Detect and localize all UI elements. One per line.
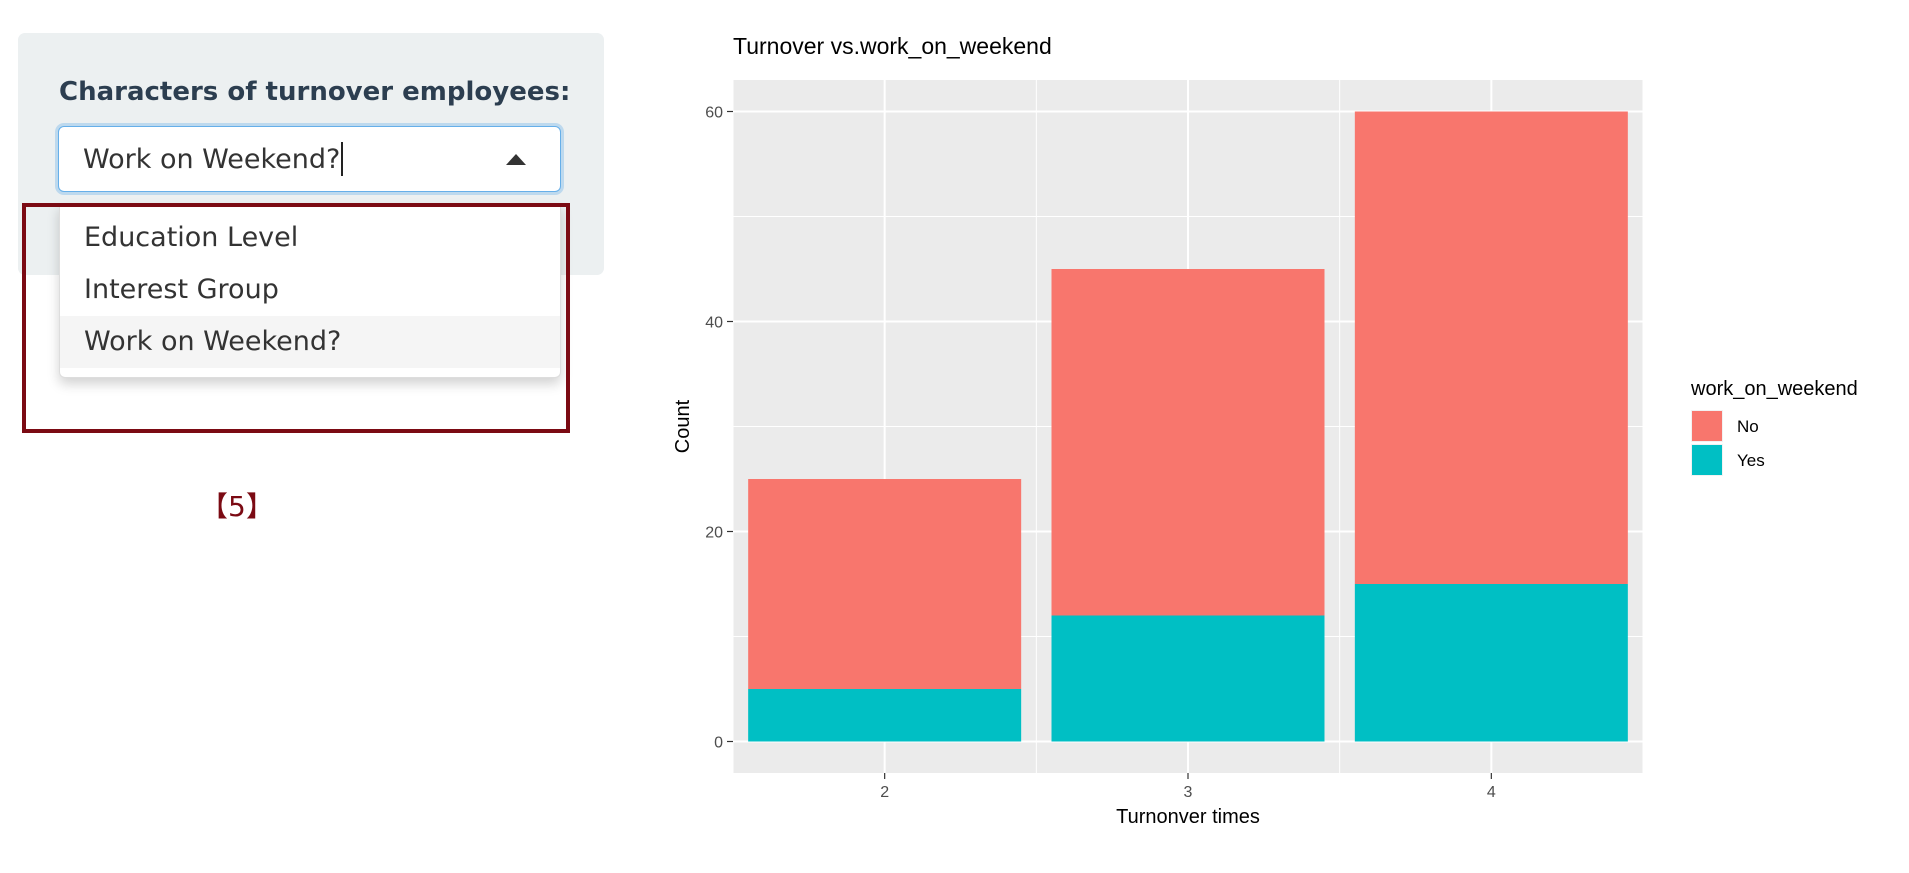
select-dropdown-menu: Education Level Interest Group Work on W…: [59, 204, 561, 378]
option-interest-group[interactable]: Interest Group: [84, 274, 279, 305]
bar-yes-2: [748, 689, 1022, 742]
y-tick-label: 20: [705, 525, 723, 542]
y-tick-label: 40: [705, 315, 723, 332]
select-current-value[interactable]: Work on Weekend?: [83, 142, 344, 176]
bars: [748, 111, 1628, 742]
bar-no-2: [748, 479, 1022, 689]
annotation-label: 【5】: [200, 490, 274, 523]
annotation-highlight-box: [22, 203, 570, 433]
text-cursor: [341, 142, 344, 176]
bar-no-4: [1354, 111, 1628, 584]
y-axis-label: Count: [672, 399, 694, 453]
x-axis-label: Turnonver times: [1116, 806, 1260, 828]
select-value-text: Work on Weekend?: [83, 143, 341, 175]
bar-no-3: [1051, 269, 1325, 616]
legend-title: work_on_weekend: [1690, 378, 1858, 400]
y-tick-label: 0: [714, 735, 723, 752]
x-tick-label: 2: [880, 784, 889, 801]
select-label: Characters of turnover employees:: [59, 77, 571, 107]
option-education-level[interactable]: Education Level: [84, 222, 299, 253]
bar-yes-4: [1354, 584, 1628, 742]
chart-title: Turnover vs.work_on_weekend: [733, 33, 1052, 59]
legend-swatch-yes: [1692, 445, 1722, 475]
bar-yes-3: [1051, 615, 1325, 742]
y-tick-label: 60: [705, 105, 723, 122]
legend: work_on_weekend No Yes: [1690, 378, 1858, 476]
legend-label-yes: Yes: [1737, 451, 1765, 470]
legend-swatch-no: [1692, 411, 1722, 441]
caret-up-icon[interactable]: [506, 154, 526, 165]
characters-select[interactable]: Work on Weekend?: [58, 126, 561, 192]
x-tick-label: 4: [1487, 784, 1496, 801]
x-axis: 2 3 4: [880, 773, 1496, 801]
y-axis: 0 20 40 60: [705, 105, 733, 752]
option-work-on-weekend[interactable]: Work on Weekend?: [60, 316, 560, 368]
x-tick-label: 3: [1184, 784, 1193, 801]
legend-label-no: No: [1737, 417, 1759, 436]
